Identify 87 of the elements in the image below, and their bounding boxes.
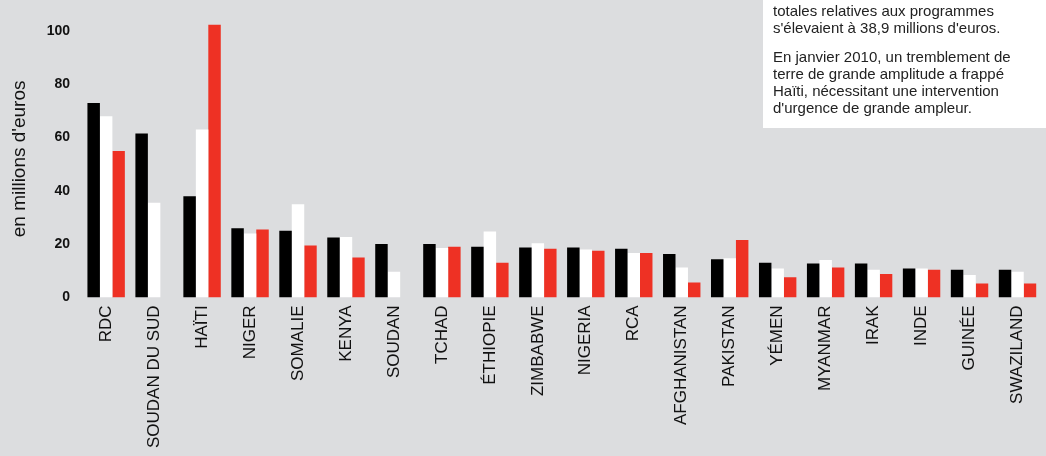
bar [471, 246, 484, 298]
bar [387, 271, 401, 298]
x-tick-label: HAÏTI [191, 305, 211, 349]
x-tick-label: YÉMEN [767, 305, 787, 366]
y-tick-label: 60 [54, 128, 71, 145]
bar [435, 248, 449, 298]
x-tick-label: SWAZILAND [1007, 305, 1027, 404]
bar [375, 244, 388, 298]
y-tick-label: 20 [54, 234, 71, 251]
x-tick-label: KENYA [335, 304, 355, 362]
bar [975, 283, 989, 298]
y-axis-title: en millions d'euros [7, 80, 29, 238]
bar [496, 262, 509, 298]
bar [640, 252, 653, 298]
y-tick-label: 40 [54, 181, 71, 198]
x-tick-label: PAKISTAN [719, 305, 739, 387]
bar [663, 253, 676, 298]
x-tick-label: SOUDAN [383, 305, 403, 379]
bar [135, 133, 148, 298]
bar [879, 273, 893, 298]
bar [339, 236, 353, 298]
bar [531, 243, 545, 298]
annotation: totales relatives aux programmes s'élevaient à 38,9 millions d'euros. [773, 2, 1002, 36]
bar [783, 277, 797, 298]
bar [1011, 271, 1024, 298]
bar [902, 268, 916, 298]
bar [927, 269, 941, 298]
bar [950, 269, 964, 298]
bar [854, 263, 868, 298]
x-tick-label: NIGERIA [575, 304, 595, 376]
bar [963, 275, 976, 298]
bar [208, 24, 221, 298]
y-tick-label: 0 [62, 288, 71, 305]
bar [819, 260, 832, 298]
bar [579, 249, 593, 298]
bar [675, 267, 688, 298]
bar [87, 102, 100, 298]
x-tick-label: GUINÉE [959, 305, 979, 371]
bar [567, 247, 580, 298]
x-tick-label: INDE [911, 305, 931, 346]
x-tick-label: MYANMAR [815, 305, 835, 392]
bar [327, 237, 340, 298]
x-tick-label: SOMALIE [287, 305, 307, 381]
bar [735, 240, 749, 298]
bar [483, 231, 497, 298]
bar [519, 247, 532, 298]
x-tick-label: SOUDAN DU SUD [143, 305, 163, 448]
bar [1023, 283, 1037, 298]
bar [711, 259, 724, 298]
x-tick-label: ÉTHIOPIE [479, 305, 499, 385]
bar [615, 248, 628, 298]
bar [592, 250, 605, 298]
bar [831, 267, 845, 298]
bar [806, 263, 820, 298]
bar [112, 150, 125, 298]
bar [243, 233, 257, 298]
bar [231, 228, 244, 298]
bar [915, 268, 928, 298]
x-tick-label: TCHAD [431, 305, 451, 364]
bar [279, 230, 292, 298]
bar [627, 252, 641, 298]
bar [867, 269, 880, 298]
bar [304, 245, 317, 298]
y-tick-label: 80 [54, 75, 71, 92]
bar [998, 269, 1012, 298]
bar [99, 116, 113, 298]
bar [147, 202, 161, 298]
annotation: En janvier 2010, un tremblement de terre de grande amplitude a frappé Haïti, nécessitant une intervention d'urgence de grande ampleur. [773, 48, 1012, 116]
x-tick-label: IRAK [863, 304, 883, 346]
bar [291, 204, 305, 298]
x-tick-label: RDC [95, 305, 115, 343]
bar [544, 248, 557, 298]
y-tick-label: 100 [46, 21, 71, 38]
bar [771, 268, 784, 298]
bar [256, 229, 269, 298]
bar [687, 282, 701, 298]
bar [183, 196, 196, 298]
x-tick-label: AFGHANISTAN [671, 305, 691, 426]
bar [723, 258, 736, 298]
x-tick-label: RCA [623, 304, 643, 342]
x-tick-label: ZIMBABWE [527, 305, 547, 397]
bar [423, 244, 436, 298]
bar [195, 129, 209, 298]
bar [758, 262, 772, 298]
bar [352, 257, 365, 298]
x-tick-label: NIGER [239, 305, 259, 360]
bar [448, 246, 461, 298]
